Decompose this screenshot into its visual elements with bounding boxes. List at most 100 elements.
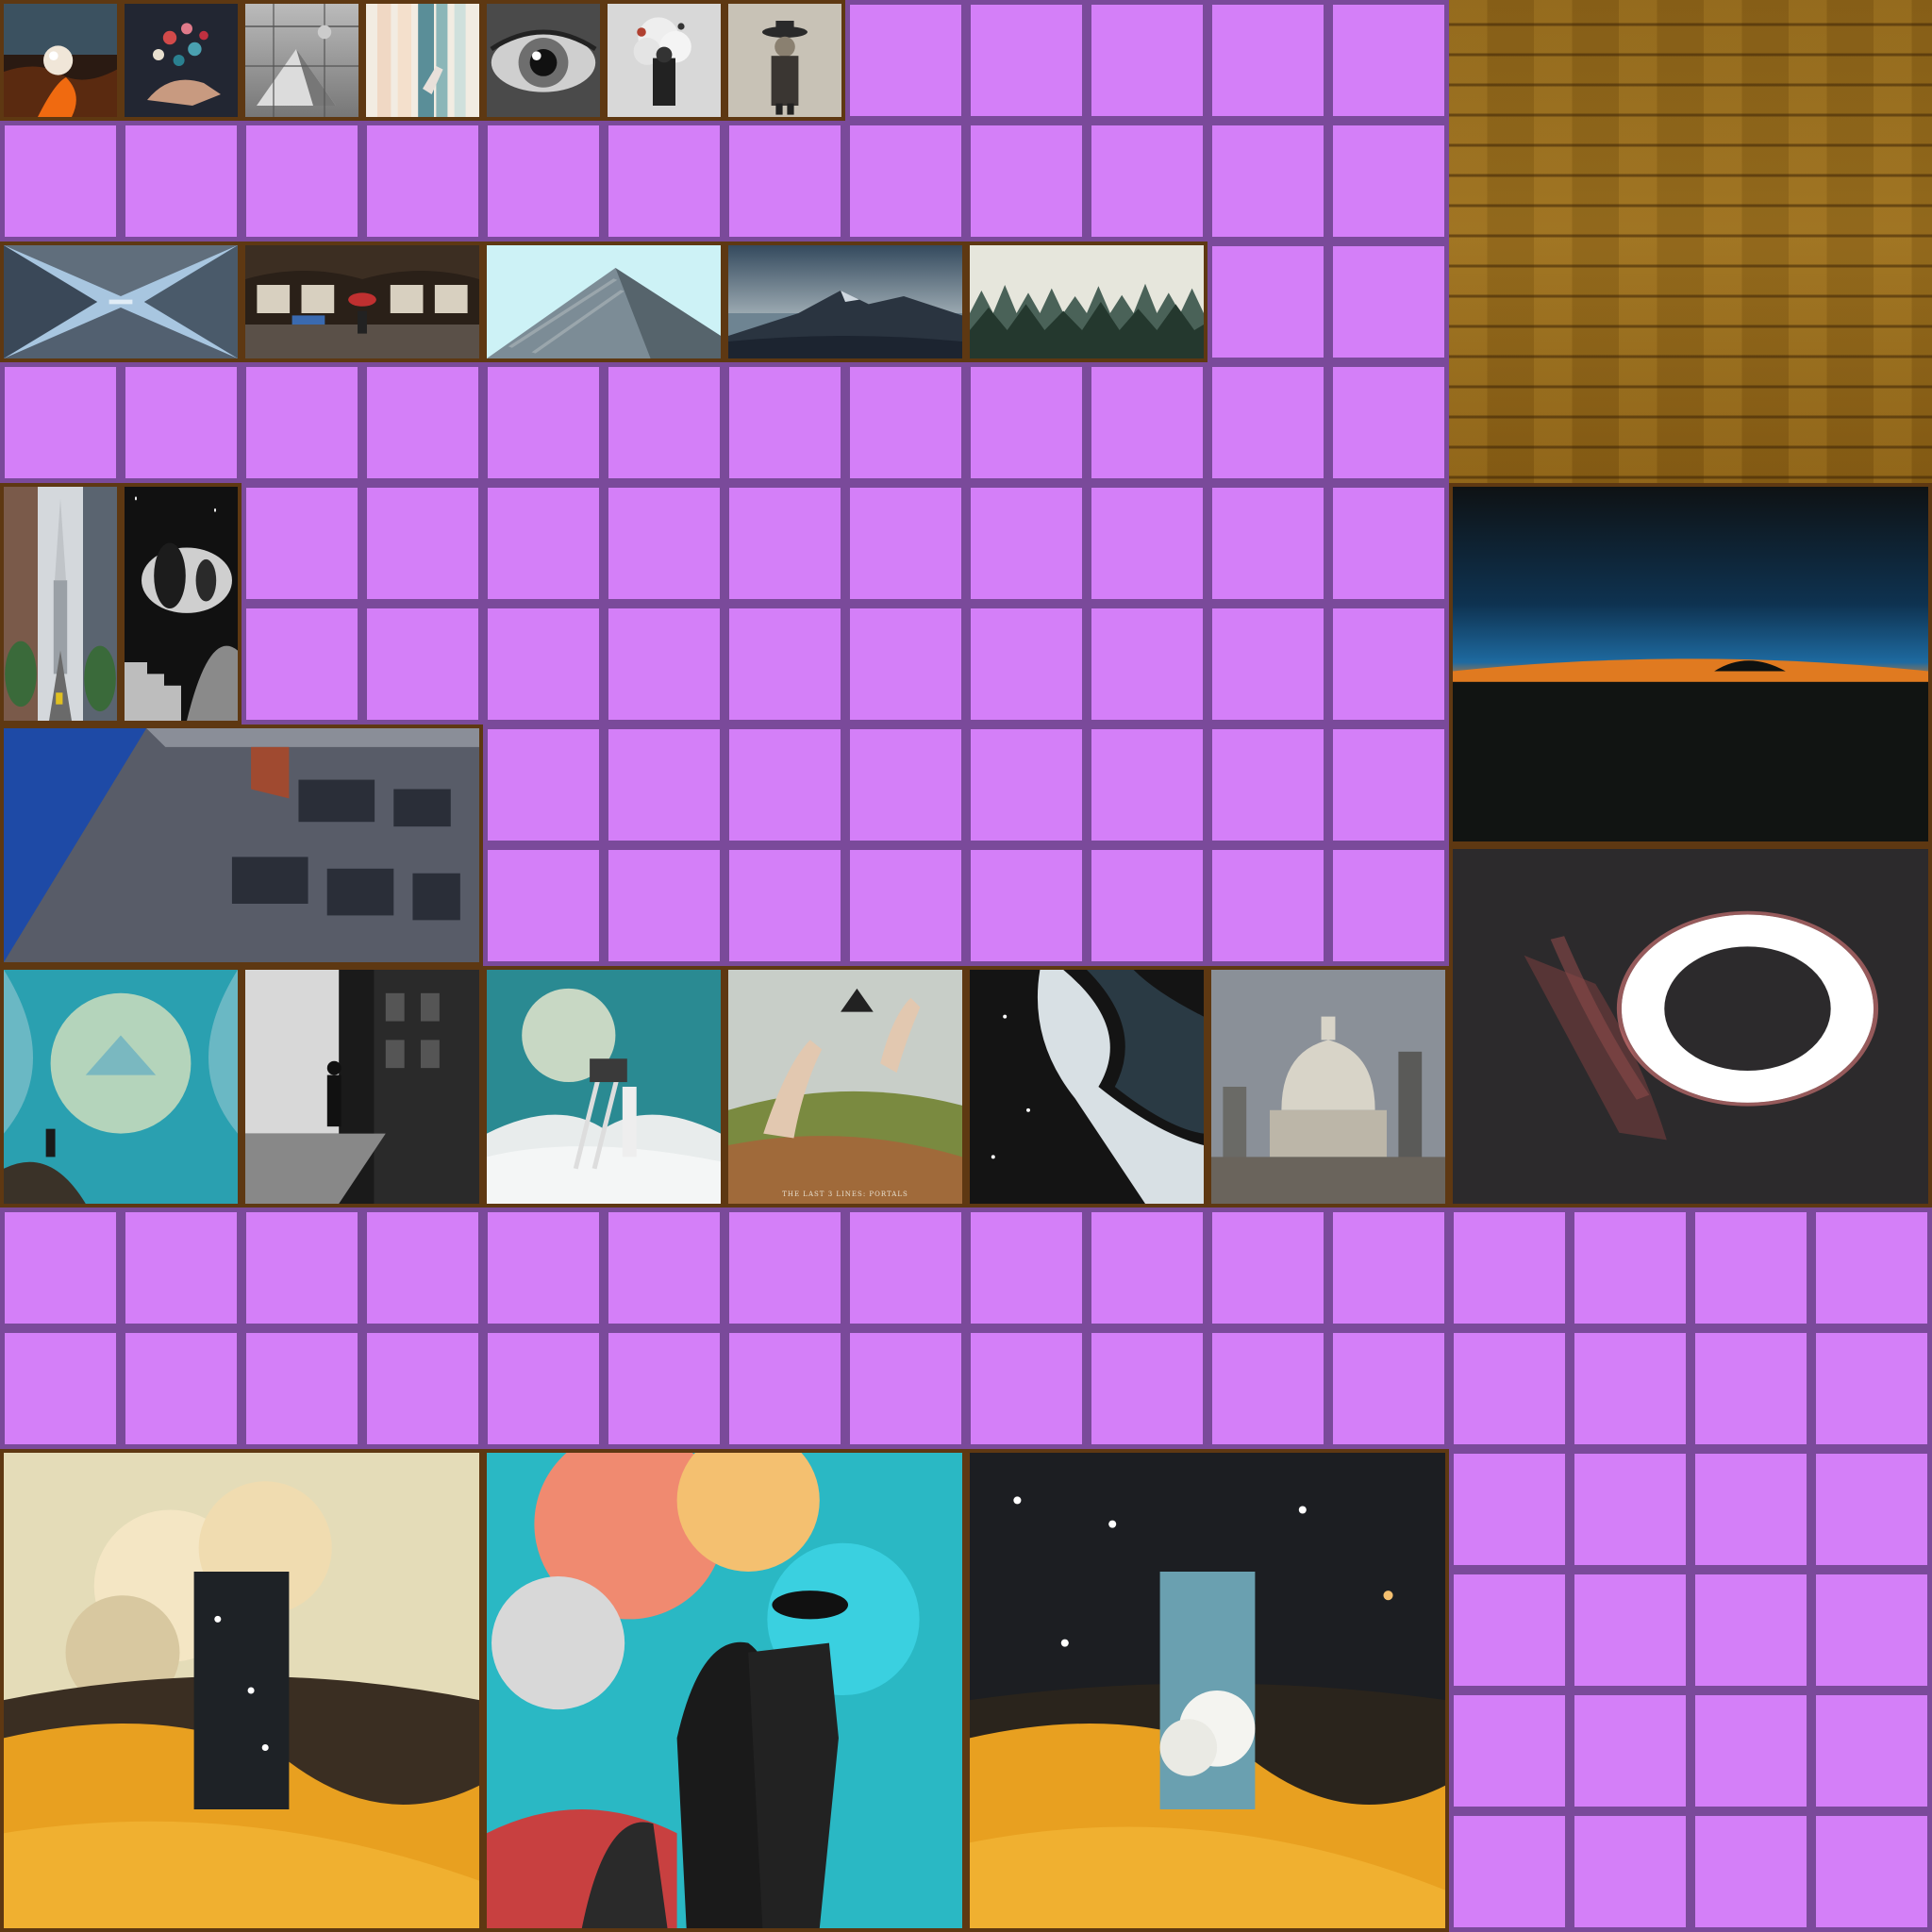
painting-horizon-sunset bbox=[1449, 483, 1932, 845]
painting-lava-sphere bbox=[0, 0, 121, 121]
brick-building-art bbox=[4, 728, 479, 962]
empty-slot bbox=[845, 121, 966, 242]
empty-slot bbox=[1811, 1570, 1932, 1690]
turquoise-art bbox=[4, 970, 238, 1204]
empty-slot bbox=[1690, 1328, 1811, 1449]
empty-slot bbox=[1328, 121, 1449, 242]
moon-ladder-art bbox=[487, 970, 721, 1204]
empty-slot bbox=[724, 1328, 845, 1449]
empty-slot bbox=[1087, 1208, 1208, 1328]
empty-slot bbox=[604, 1328, 724, 1449]
empty-slot bbox=[845, 0, 966, 121]
empty-slot bbox=[1570, 1208, 1690, 1328]
empty-slot bbox=[1690, 1811, 1811, 1932]
hands-pyramid-art bbox=[728, 970, 962, 1204]
empty-slot bbox=[1811, 1811, 1932, 1932]
empty-slot bbox=[1208, 242, 1328, 362]
empty-slot bbox=[966, 1328, 1087, 1449]
painting-space-wave bbox=[966, 966, 1208, 1208]
empty-slot bbox=[1208, 845, 1328, 966]
empty-slot bbox=[1087, 362, 1208, 483]
mountain-art bbox=[728, 245, 962, 358]
painting-pyramid-building bbox=[483, 242, 724, 362]
painting-dune-sky-door bbox=[966, 1449, 1449, 1932]
empty-slot bbox=[1087, 0, 1208, 121]
empty-slot bbox=[121, 1328, 242, 1449]
empty-slot bbox=[845, 845, 966, 966]
painting-brick-building bbox=[0, 724, 483, 966]
empty-slot bbox=[1328, 0, 1449, 121]
painting-noir-street bbox=[242, 966, 483, 1208]
empty-slot bbox=[242, 604, 362, 724]
hand-petals-art bbox=[125, 4, 238, 117]
empty-slot bbox=[845, 1208, 966, 1328]
empty-slot bbox=[724, 121, 845, 242]
empty-slot bbox=[1811, 1208, 1932, 1328]
empty-slot bbox=[1087, 121, 1208, 242]
empty-slot bbox=[1087, 1328, 1208, 1449]
empty-slot bbox=[121, 121, 242, 242]
painting-hands-pyramid: THE LAST 3 LINES: PORTALS bbox=[724, 966, 966, 1208]
empty-slot bbox=[1328, 1328, 1449, 1449]
empty-slot bbox=[1087, 483, 1208, 604]
empty-slot bbox=[604, 483, 724, 604]
empty-slot bbox=[845, 724, 966, 845]
empty-slot bbox=[966, 1208, 1087, 1328]
empty-slot bbox=[1811, 1328, 1932, 1449]
empty-slot bbox=[242, 1208, 362, 1328]
empty-slot bbox=[845, 1328, 966, 1449]
empty-slot bbox=[1328, 1208, 1449, 1328]
painting-skyscrapers-up bbox=[0, 242, 242, 362]
glass-building-art bbox=[245, 4, 358, 117]
painting-eye bbox=[483, 0, 604, 121]
empty-slot bbox=[604, 845, 724, 966]
empty-slot bbox=[0, 121, 121, 242]
wood-plank-texture bbox=[1449, 0, 1932, 483]
dune-sky-door-art bbox=[970, 1453, 1445, 1928]
hat-man-art bbox=[728, 4, 841, 117]
empty-slot bbox=[1208, 1328, 1328, 1449]
empty-slot bbox=[1690, 1690, 1811, 1811]
painting-caption: THE LAST 3 LINES: PORTALS bbox=[782, 1191, 908, 1198]
empty-slot bbox=[604, 362, 724, 483]
empty-slot bbox=[1449, 1208, 1570, 1328]
empty-slot bbox=[966, 724, 1087, 845]
empty-slot bbox=[1690, 1449, 1811, 1570]
empty-slot bbox=[1087, 604, 1208, 724]
empty-slot bbox=[1811, 1449, 1932, 1570]
empty-slot bbox=[483, 483, 604, 604]
eye-art bbox=[487, 4, 600, 117]
forest-art bbox=[970, 245, 1204, 358]
city-street-art bbox=[4, 487, 117, 721]
empty-slot bbox=[362, 604, 483, 724]
empty-slot bbox=[1208, 483, 1328, 604]
space-wave-art bbox=[970, 970, 1204, 1204]
subway-art bbox=[245, 245, 479, 358]
empty-slot bbox=[483, 121, 604, 242]
empty-slot bbox=[483, 1328, 604, 1449]
empty-slot bbox=[1087, 724, 1208, 845]
pyramid-building-art bbox=[487, 245, 721, 358]
empty-slot bbox=[1811, 1690, 1932, 1811]
empty-slot bbox=[483, 1208, 604, 1328]
empty-slot bbox=[1570, 1811, 1690, 1932]
empty-slot bbox=[604, 604, 724, 724]
painting-glass-building bbox=[242, 0, 362, 121]
empty-slot bbox=[1570, 1690, 1690, 1811]
spheres-stairs-art bbox=[125, 487, 238, 721]
empty-slot bbox=[362, 1328, 483, 1449]
empty-slot bbox=[242, 121, 362, 242]
empty-slot bbox=[724, 724, 845, 845]
empty-slot bbox=[0, 362, 121, 483]
empty-slot bbox=[1087, 845, 1208, 966]
painting-turquoise-mountains bbox=[0, 966, 242, 1208]
empty-slot bbox=[1328, 242, 1449, 362]
empty-slot bbox=[1208, 362, 1328, 483]
empty-slot bbox=[1690, 1570, 1811, 1690]
empty-slot bbox=[1208, 724, 1328, 845]
empty-slot bbox=[121, 362, 242, 483]
empty-slot bbox=[483, 724, 604, 845]
empty-slot bbox=[724, 604, 845, 724]
empty-slot bbox=[724, 1208, 845, 1328]
